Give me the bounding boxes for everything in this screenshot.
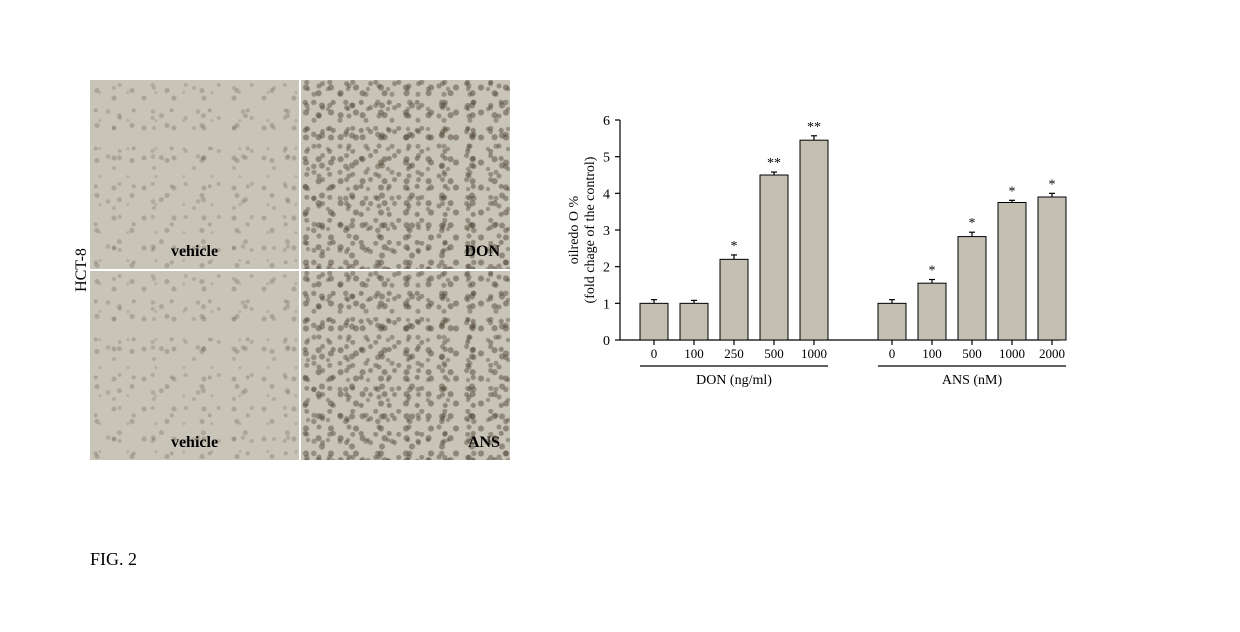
x-category-label: 100 [684, 346, 704, 361]
svg-text:1: 1 [603, 297, 610, 312]
svg-text:3: 3 [603, 224, 610, 239]
bar [760, 175, 788, 340]
significance-marker: ** [807, 120, 821, 135]
cell-line-label: HCT-8 [73, 248, 91, 292]
x-category-label: 1000 [999, 346, 1025, 361]
micrograph-label: vehicle [171, 243, 218, 261]
bars-group: ********* [640, 120, 1066, 340]
texture-icon [301, 271, 510, 460]
bar-chart-svg: 0123456 ********* 0100250500100001005001… [540, 100, 1080, 440]
x-category-label: 1000 [801, 346, 827, 361]
significance-marker: * [731, 239, 738, 254]
figure-caption: FIG. 2 [90, 549, 137, 570]
texture-icon [90, 271, 299, 460]
bar [878, 303, 906, 340]
figure-container: HCT-8 vehicle DON vehicle ANS [90, 80, 1080, 460]
x-category-label: 500 [962, 346, 982, 361]
micrograph-panel: HCT-8 vehicle DON vehicle ANS [90, 80, 510, 460]
group-labels: DON (ng/ml) ANS (nM) [640, 366, 1066, 388]
significance-marker: * [929, 264, 936, 279]
texture-icon [301, 80, 510, 269]
bar [680, 303, 708, 340]
x-category-label: 100 [922, 346, 942, 361]
x-category-label: 250 [724, 346, 744, 361]
micrograph-vehicle-bottom: vehicle [90, 271, 299, 460]
micrograph-vehicle-top: vehicle [90, 80, 299, 269]
significance-marker: * [969, 216, 976, 231]
group-label: DON (ng/ml) [696, 373, 772, 388]
micrograph-don: DON [301, 80, 510, 269]
bar [918, 283, 946, 340]
group-label: ANS (nM) [942, 373, 1003, 388]
svg-text:5: 5 [603, 151, 610, 166]
texture-icon [90, 80, 299, 269]
x-category-label: 0 [889, 346, 896, 361]
x-category-label: 2000 [1039, 346, 1065, 361]
bar [640, 303, 668, 340]
svg-text:4: 4 [603, 187, 610, 202]
bar [1038, 197, 1066, 340]
bar [998, 203, 1026, 341]
y-axis-label-line2: (fold chage of the control) [583, 156, 598, 303]
bar [800, 140, 828, 340]
significance-marker: ** [767, 156, 781, 171]
bar-chart-panel: 0123456 ********* 0100250500100001005001… [540, 100, 1080, 440]
significance-marker: * [1009, 184, 1016, 199]
micrograph-label: ANS [468, 434, 500, 452]
x-category-labels: 0 100 250 500 1000 0 100 500 1000 2000 [651, 340, 1065, 361]
micrograph-label: vehicle [171, 434, 218, 452]
svg-text:6: 6 [603, 114, 610, 129]
micrograph-ans: ANS [301, 271, 510, 460]
y-axis-label-line1: oilredo O % [567, 195, 582, 264]
bar [958, 237, 986, 340]
significance-marker: * [1049, 177, 1056, 192]
micrograph-label: DON [464, 243, 500, 261]
x-category-label: 500 [764, 346, 784, 361]
micrograph-grid: vehicle DON vehicle ANS [90, 80, 510, 460]
svg-text:0: 0 [603, 334, 610, 349]
svg-text:2: 2 [603, 261, 610, 276]
bar [720, 259, 748, 340]
y-ticks: 0 1 2 3 4 5 6 [603, 114, 620, 349]
x-category-label: 0 [651, 346, 658, 361]
